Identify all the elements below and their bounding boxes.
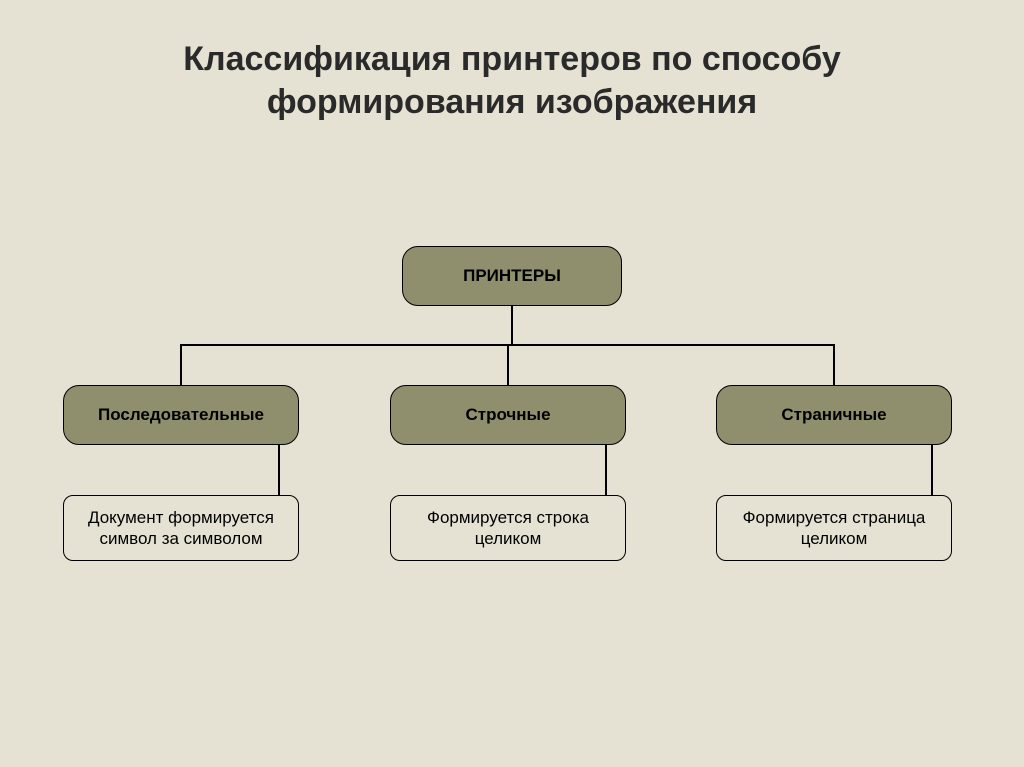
title-wrap: Классификация принтеров по способу форми…	[0, 38, 1024, 123]
node-leaf-sequential: Документ формируется символ за символом	[63, 495, 299, 561]
node-branch-sequential-label: Последовательные	[98, 404, 264, 425]
node-branch-line: Строчные	[390, 385, 626, 445]
node-leaf-page: Формируется страница целиком	[716, 495, 952, 561]
node-branch-sequential: Последовательные	[63, 385, 299, 445]
connector-root-down	[511, 306, 513, 345]
node-leaf-page-label: Формируется страница целиком	[743, 507, 926, 550]
title-line-1: Классификация принтеров по способу	[183, 38, 841, 81]
node-leaf-line: Формируется строка целиком	[390, 495, 626, 561]
connector-bus-to-branch3	[833, 345, 835, 385]
node-branch-line-label: Строчные	[465, 404, 550, 425]
connector-bus-to-branch1	[180, 345, 182, 385]
slide: Классификация принтеров по способу форми…	[0, 0, 1024, 767]
node-leaf-sequential-label: Документ формируется символ за символом	[88, 507, 274, 550]
title-line-2: формирования изображения	[183, 81, 841, 124]
page-title: Классификация принтеров по способу форми…	[183, 38, 841, 123]
node-leaf-line-label: Формируется строка целиком	[427, 507, 589, 550]
node-root-label: ПРИНТЕРЫ	[463, 265, 561, 286]
node-branch-page-label: Страничные	[781, 404, 886, 425]
node-root: ПРИНТЕРЫ	[402, 246, 622, 306]
node-branch-page: Страничные	[716, 385, 952, 445]
connector-bus-to-branch2	[507, 345, 509, 385]
